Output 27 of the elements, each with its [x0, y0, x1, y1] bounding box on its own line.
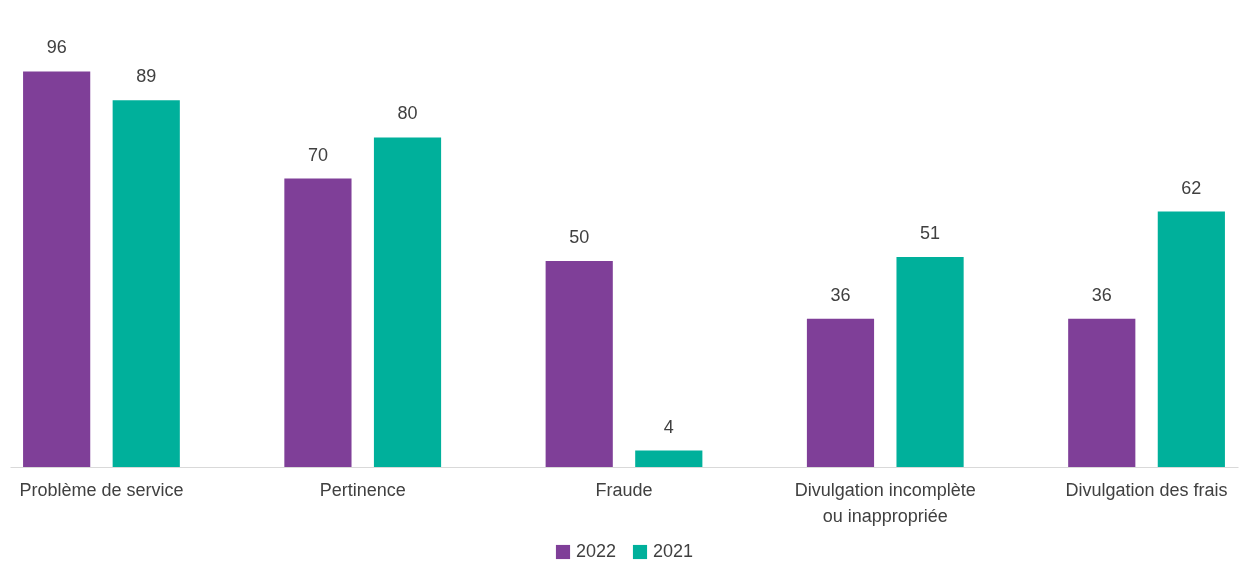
bar	[23, 71, 91, 467]
bar	[896, 256, 964, 467]
bar	[1068, 318, 1136, 467]
bar	[284, 178, 352, 467]
bar	[1157, 211, 1225, 467]
data-label: 4	[663, 416, 674, 437]
x-tick-label: Fraude	[595, 479, 653, 500]
data-label: 36	[1091, 284, 1112, 305]
x-tick-label: Divulgation des frais	[1065, 479, 1228, 500]
x-tick-label: Pertinence	[319, 479, 406, 500]
bar	[635, 450, 703, 467]
data-label: 70	[307, 144, 328, 165]
legend-label: 2021	[653, 541, 694, 561]
bar	[373, 137, 442, 467]
data-label: 50	[569, 227, 590, 247]
data-label: 62	[1181, 177, 1202, 198]
data-label: 80	[397, 103, 418, 124]
data-label: 96	[46, 37, 67, 58]
data-label: 51	[920, 222, 941, 243]
bar	[545, 261, 613, 467]
x-tick-label: Divulgation incomplète ou inappropriée	[794, 479, 976, 526]
data-label: 89	[136, 66, 157, 87]
data-label: 36	[830, 284, 851, 305]
bar	[112, 100, 180, 467]
x-tick-label: Problème de service	[19, 479, 184, 500]
legend-label: 2022	[576, 541, 617, 561]
bar	[806, 318, 875, 467]
